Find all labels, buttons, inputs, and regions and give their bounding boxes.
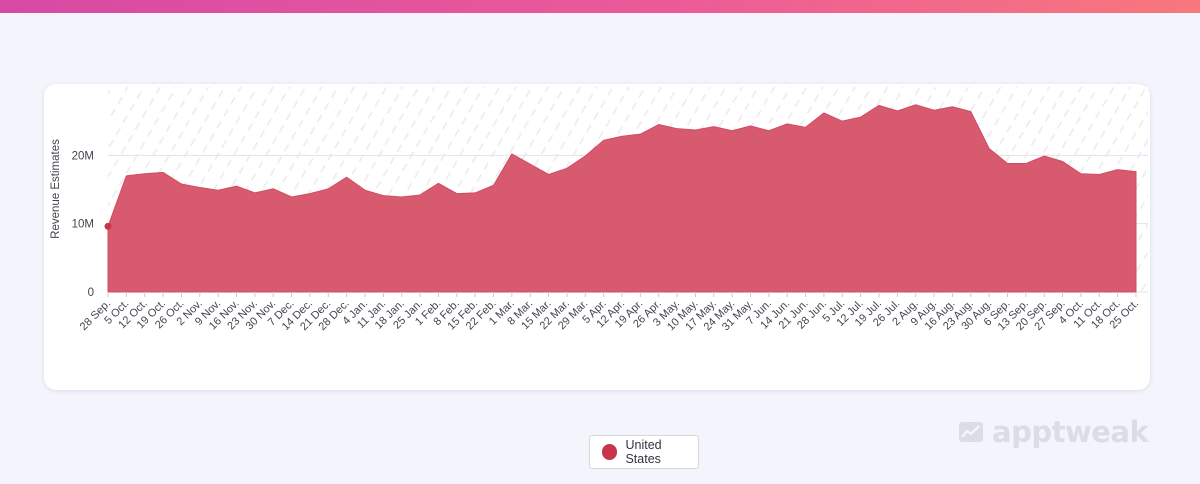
top-accent-bar: [0, 0, 1200, 13]
series-area-united-states: [107, 104, 1137, 293]
y-tick-label: 0: [88, 287, 94, 299]
legend-label: United States: [625, 438, 662, 466]
legend-item-united-states[interactable]: United States: [589, 435, 699, 469]
chart-logo-icon: [959, 422, 983, 442]
watermark-text: apptweak: [992, 415, 1149, 449]
data-point-marker[interactable]: [104, 222, 112, 230]
apptweak-watermark: apptweak: [958, 414, 1149, 450]
legend-marker-icon: [602, 444, 618, 460]
y-axis-label: Revenue Estimates: [50, 139, 62, 239]
y-tick-label: 10M: [72, 219, 94, 231]
chart-card: 0 10M 20M 28 Sep. 5 Oct. 12 Oct. 19 Oct. 26 Oc…: [44, 84, 1150, 469]
y-tick-label: 20M: [72, 150, 94, 162]
